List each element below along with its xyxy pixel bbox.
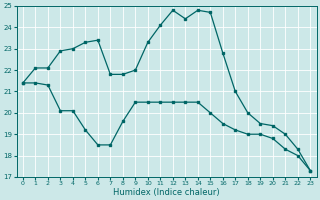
X-axis label: Humidex (Indice chaleur): Humidex (Indice chaleur) [113,188,220,197]
